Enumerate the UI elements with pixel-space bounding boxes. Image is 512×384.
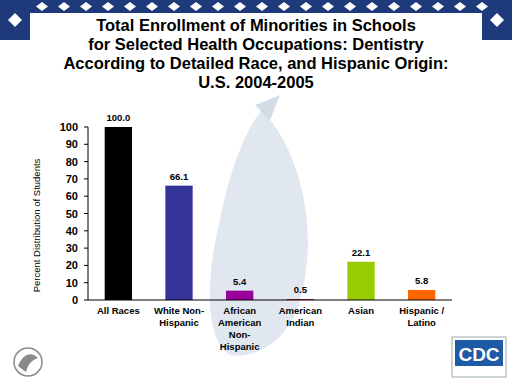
y-axis-label: Percent Distribution of Students — [31, 158, 42, 292]
y-tick-label: 0 — [72, 294, 78, 306]
data-label: 22.1 — [352, 247, 371, 258]
border-diamond — [234, 2, 246, 11]
border-diamond — [410, 2, 422, 11]
border-diamond — [490, 13, 504, 27]
border-diamond — [102, 2, 114, 11]
chart-svg: Total Enrollment of Minorities in School… — [0, 0, 512, 384]
border-diamond — [146, 2, 158, 11]
bar — [347, 262, 374, 300]
border-diamond — [36, 2, 48, 11]
bar — [408, 290, 435, 300]
border-diamond — [80, 2, 92, 11]
bar — [105, 127, 132, 300]
y-tick-label: 90 — [66, 138, 78, 150]
cdc-logo: CDC — [452, 337, 506, 377]
y-tick — [84, 230, 88, 231]
x-tick-label: Hispanic /Latino — [399, 305, 444, 328]
y-tick-label: 60 — [66, 190, 78, 202]
y-tick — [84, 178, 88, 179]
x-tick-label: AfricanAmericanNon-Hispanic — [218, 305, 261, 352]
border-diamond — [432, 2, 444, 11]
border-diamond — [388, 2, 400, 11]
y-tick-label: 100 — [60, 121, 78, 133]
border-diamond — [344, 2, 356, 11]
y-tick — [84, 213, 88, 214]
y-tick — [84, 127, 88, 128]
border-diamond — [300, 2, 312, 11]
x-tick-label: AmericanIndian — [279, 305, 322, 328]
title: Total Enrollment of Minorities in School… — [63, 16, 448, 91]
y-tick — [84, 161, 88, 162]
border-diamond — [124, 2, 136, 11]
border-diamond — [8, 13, 22, 27]
border-diamond — [278, 2, 290, 11]
data-label: 5.4 — [233, 276, 247, 287]
y-tick-label: 70 — [66, 173, 78, 185]
y-tick-label: 50 — [66, 208, 78, 220]
logo-text: CDC — [458, 344, 499, 365]
chart-root: Total Enrollment of Minorities in School… — [0, 0, 512, 384]
data-label: 5.8 — [415, 275, 428, 286]
x-axis — [88, 300, 452, 301]
border-diamond — [454, 2, 466, 11]
data-label: 66.1 — [170, 171, 189, 182]
border-diamond — [322, 2, 334, 11]
data-label: 0.5 — [294, 284, 308, 295]
feather-watermark — [255, 95, 280, 120]
hhs-logo — [14, 348, 42, 376]
y-tick — [84, 282, 88, 283]
y-tick — [84, 144, 88, 145]
y-tick — [84, 300, 88, 301]
border-diamond — [476, 2, 488, 11]
border-diamond — [212, 2, 224, 11]
border-diamond — [58, 2, 70, 11]
y-axis — [88, 127, 89, 300]
y-tick — [84, 248, 88, 249]
border-decoration — [0, 0, 512, 40]
border-diamond — [190, 2, 202, 11]
border-diamond — [366, 2, 378, 11]
y-tick-label: 20 — [66, 259, 78, 271]
x-tick-label: All Races — [97, 305, 140, 316]
border-corner — [0, 0, 30, 40]
x-tick-label: White Non-Hispanic — [154, 305, 204, 328]
border-diamond — [256, 2, 268, 11]
bar — [165, 186, 192, 300]
data-label: 100.0 — [106, 112, 130, 123]
y-tick-label: 40 — [66, 225, 78, 237]
bars — [105, 127, 436, 300]
bar — [226, 291, 253, 300]
border-diamond — [168, 2, 180, 11]
border-band — [0, 0, 512, 13]
y-tick — [84, 196, 88, 197]
y-tick-label: 80 — [66, 156, 78, 168]
x-tick-label: Asian — [348, 305, 374, 316]
y-tick-label: 30 — [66, 242, 78, 254]
y-tick — [84, 265, 88, 266]
y-tick-label: 10 — [66, 277, 78, 289]
